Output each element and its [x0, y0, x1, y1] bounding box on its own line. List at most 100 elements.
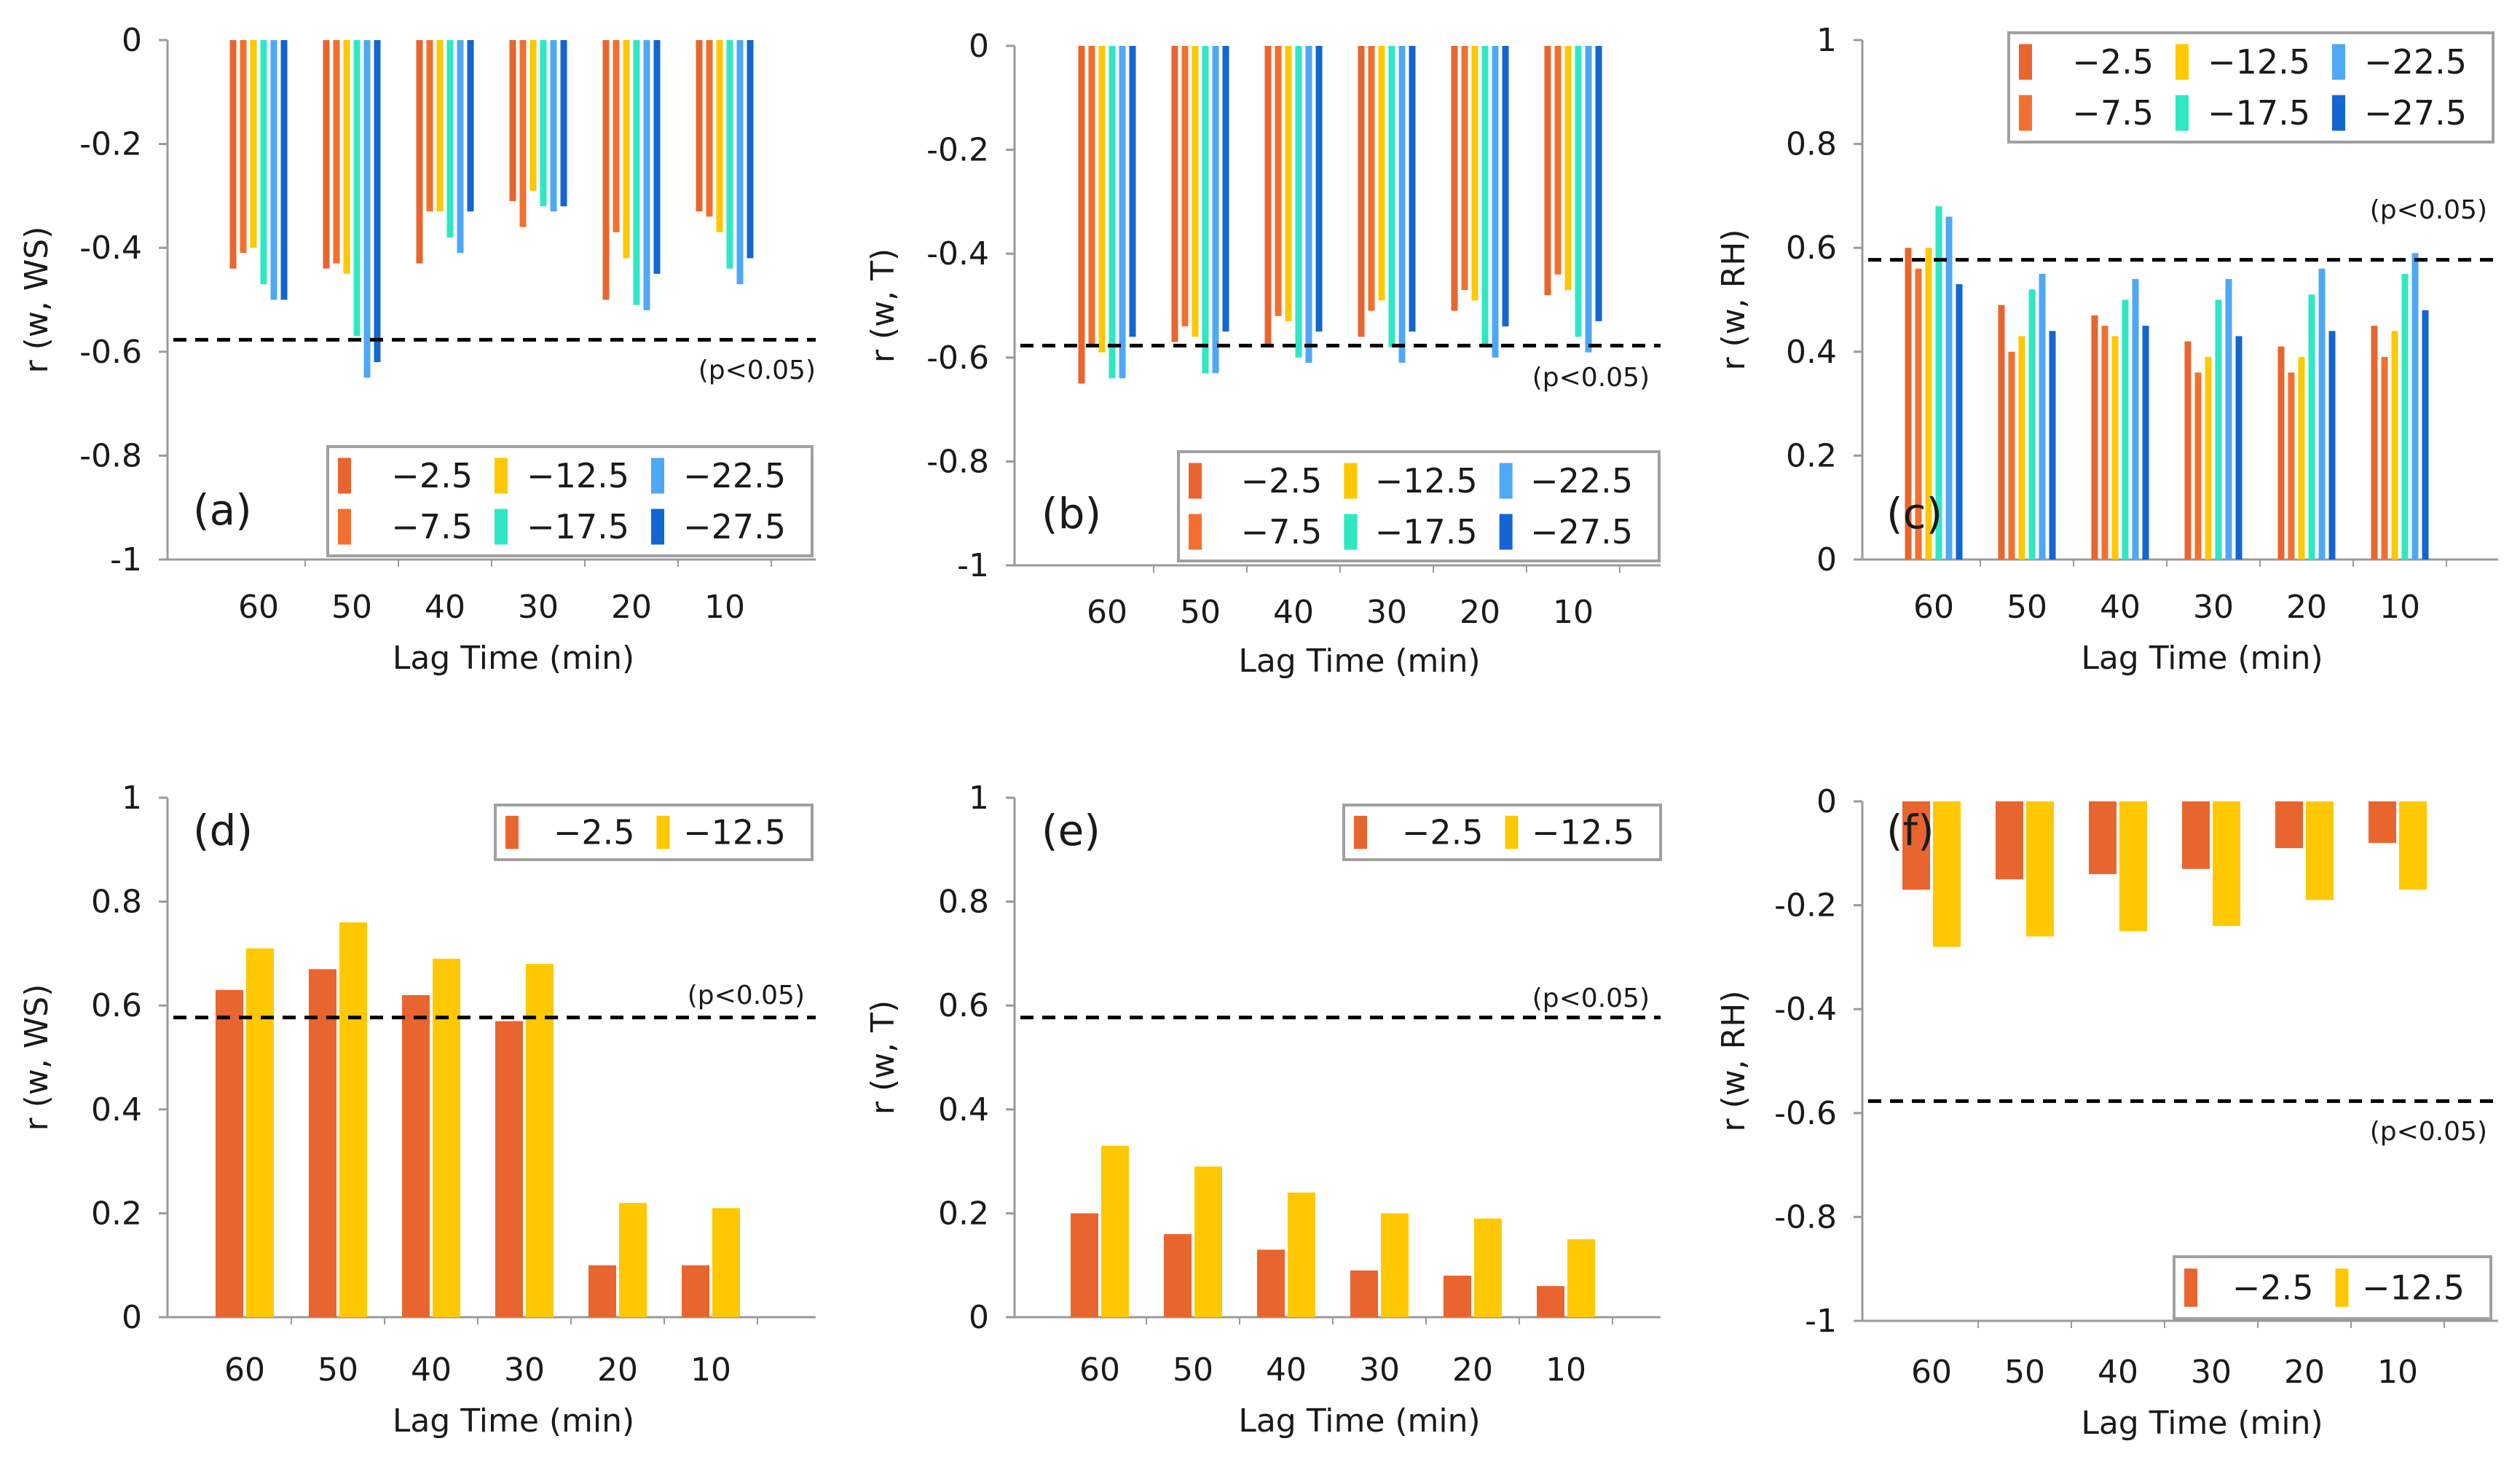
legend-box	[1177, 450, 1661, 562]
bar-b-30--22.5	[1398, 46, 1406, 363]
legend-a: −2.5 −7.5 −12.5 −17.5 −22.5 −27.5	[326, 445, 814, 557]
y-tick-label: -0.4	[1774, 991, 1837, 1028]
legend-swatch--12.5	[2176, 44, 2189, 80]
legend-swatch--2.5	[338, 458, 351, 494]
x-tick-label: 30	[2191, 1354, 2232, 1391]
bar-c-60--17.5	[1935, 206, 1942, 560]
legend-swatch--27.5	[1499, 514, 1513, 550]
legend-e: −2.5 −12.5	[1342, 804, 1662, 861]
bar-f-40--12.5	[2119, 801, 2147, 932]
legend-entry-label: −7.5	[1241, 512, 1323, 552]
x-axis-label: Lag Time (min)	[393, 1402, 634, 1440]
legend-entry-label: −2.5	[391, 456, 473, 495]
bar-a-20--22.5	[643, 40, 650, 310]
bar-a-60--2.5	[229, 40, 237, 269]
bar-e-10--2.5	[1537, 1286, 1564, 1317]
x-tick-label: 30	[1359, 1351, 1400, 1389]
panel-label: (e)	[1042, 806, 1100, 855]
y-tick-label: -1	[110, 541, 142, 578]
bar-a-20--17.5	[633, 40, 640, 305]
legend-swatch--7.5	[338, 509, 351, 545]
bar-f-20--12.5	[2306, 801, 2334, 900]
bar-a-60--27.5	[280, 40, 288, 300]
x-tick-label: 60	[1913, 589, 1954, 626]
bar-c-30--12.5	[2205, 356, 2212, 560]
x-tick-label: 20	[597, 1351, 638, 1389]
significance-label: (p<0.05)	[698, 356, 816, 385]
legend-b: −2.5 −7.5 −12.5 −17.5 −22.5 −27.5	[1177, 450, 1661, 562]
y-tick-label: -0.6	[1774, 1095, 1837, 1132]
bar-d-20--12.5	[619, 1203, 647, 1317]
legend-entry-label: −7.5	[391, 507, 473, 546]
bar-f-10--12.5	[2399, 801, 2427, 890]
chart-panel-b: 0 -0.2 -0.4 -0.6 -0.8 -1 60 50 40 30 20 10 (p<0.05) (…	[865, 28, 1661, 680]
bar-b-10--22.5	[1585, 46, 1592, 353]
bar-b-50--2.5	[1171, 46, 1178, 342]
legend-c: −2.5 −7.5 −12.5 −17.5 −22.5 −27.5	[2007, 31, 2495, 144]
bar-b-50--22.5	[1212, 46, 1219, 374]
panel-label: (d)	[193, 806, 253, 855]
bar-c-30--17.5	[2215, 299, 2222, 560]
legend-entry-label: −22.5	[683, 456, 786, 495]
bar-c-60--7.5	[1915, 268, 1922, 560]
legend-entry-label: −12.5	[2208, 42, 2310, 82]
bar-c-30--27.5	[2235, 336, 2243, 560]
bar-a-20--12.5	[623, 40, 630, 259]
legend-entry-label: −17.5	[2208, 93, 2310, 133]
bar-d-10--2.5	[682, 1265, 709, 1317]
legend-swatch--17.5	[495, 509, 508, 545]
y-tick-label: -0.2	[926, 132, 989, 169]
bar-c-50--27.5	[2049, 331, 2056, 560]
bar-c-20--17.5	[2308, 294, 2315, 560]
legend-entry-label: −17.5	[1375, 512, 1478, 552]
bar-a-30--27.5	[560, 40, 567, 207]
bar-a-40--22.5	[457, 40, 464, 254]
chart-panel-e: 1 0.8 0.6 0.4 0.2 0 60 50 40 30 20 10 (p<0.05) (e) r (…	[865, 780, 1662, 1440]
bar-e-40--12.5	[1288, 1192, 1315, 1317]
y-tick-label: 0	[969, 1299, 989, 1336]
bar-b-60--27.5	[1129, 46, 1136, 337]
legend-d: −2.5 −12.5	[494, 804, 814, 861]
legend-swatch--12.5	[1505, 815, 1519, 849]
legend-box	[2173, 1255, 2492, 1320]
x-axis-label: Lag Time (min)	[1238, 1402, 1480, 1440]
bar-c-30--2.5	[2184, 341, 2192, 560]
bar-c-50--22.5	[2039, 273, 2046, 560]
significance-label: (p<0.05)	[1532, 363, 1650, 393]
y-tick-label: 0.8	[938, 884, 989, 921]
y-tick-label: 0.4	[938, 1091, 989, 1129]
bar-b-60--12.5	[1098, 46, 1106, 353]
bar-c-40--17.5	[2122, 299, 2129, 560]
bar-d-50--12.5	[339, 922, 367, 1317]
bar-b-20--22.5	[1492, 46, 1499, 358]
bar-a-30--2.5	[509, 40, 516, 202]
legend-box	[1342, 804, 1662, 861]
y-tick-label: -0.6	[79, 334, 142, 371]
y-tick-label: 0.4	[91, 1091, 142, 1129]
legend-entry-label: −2.5	[554, 813, 635, 852]
bar-a-60--7.5	[240, 40, 247, 254]
bar-b-10--12.5	[1564, 46, 1572, 291]
bar-c-10--2.5	[2371, 326, 2378, 560]
bar-b-40--7.5	[1275, 46, 1282, 316]
bar-b-20--17.5	[1481, 46, 1489, 348]
bar-e-20--12.5	[1474, 1218, 1502, 1317]
bar-b-50--12.5	[1192, 46, 1199, 337]
x-tick-label: 30	[518, 589, 559, 626]
bar-e-40--2.5	[1257, 1249, 1285, 1317]
bar-a-60--17.5	[260, 40, 267, 285]
y-tick-label: 0	[122, 1299, 142, 1336]
bar-d-40--12.5	[433, 959, 460, 1317]
bar-f-10--2.5	[2369, 801, 2396, 844]
bar-d-20--2.5	[588, 1265, 616, 1317]
bar-c-40--22.5	[2132, 278, 2139, 560]
bar-f-50--2.5	[1996, 801, 2023, 879]
y-axis-label: r (w, RH)	[1715, 990, 1752, 1131]
bar-b-20--2.5	[1451, 46, 1458, 311]
legend-entry-label: −12.5	[527, 456, 629, 495]
x-tick-label: 40	[1266, 1351, 1307, 1389]
x-tick-label: 20	[2284, 1354, 2325, 1391]
bar-e-20--2.5	[1444, 1275, 1471, 1317]
bar-a-60--12.5	[250, 40, 257, 248]
